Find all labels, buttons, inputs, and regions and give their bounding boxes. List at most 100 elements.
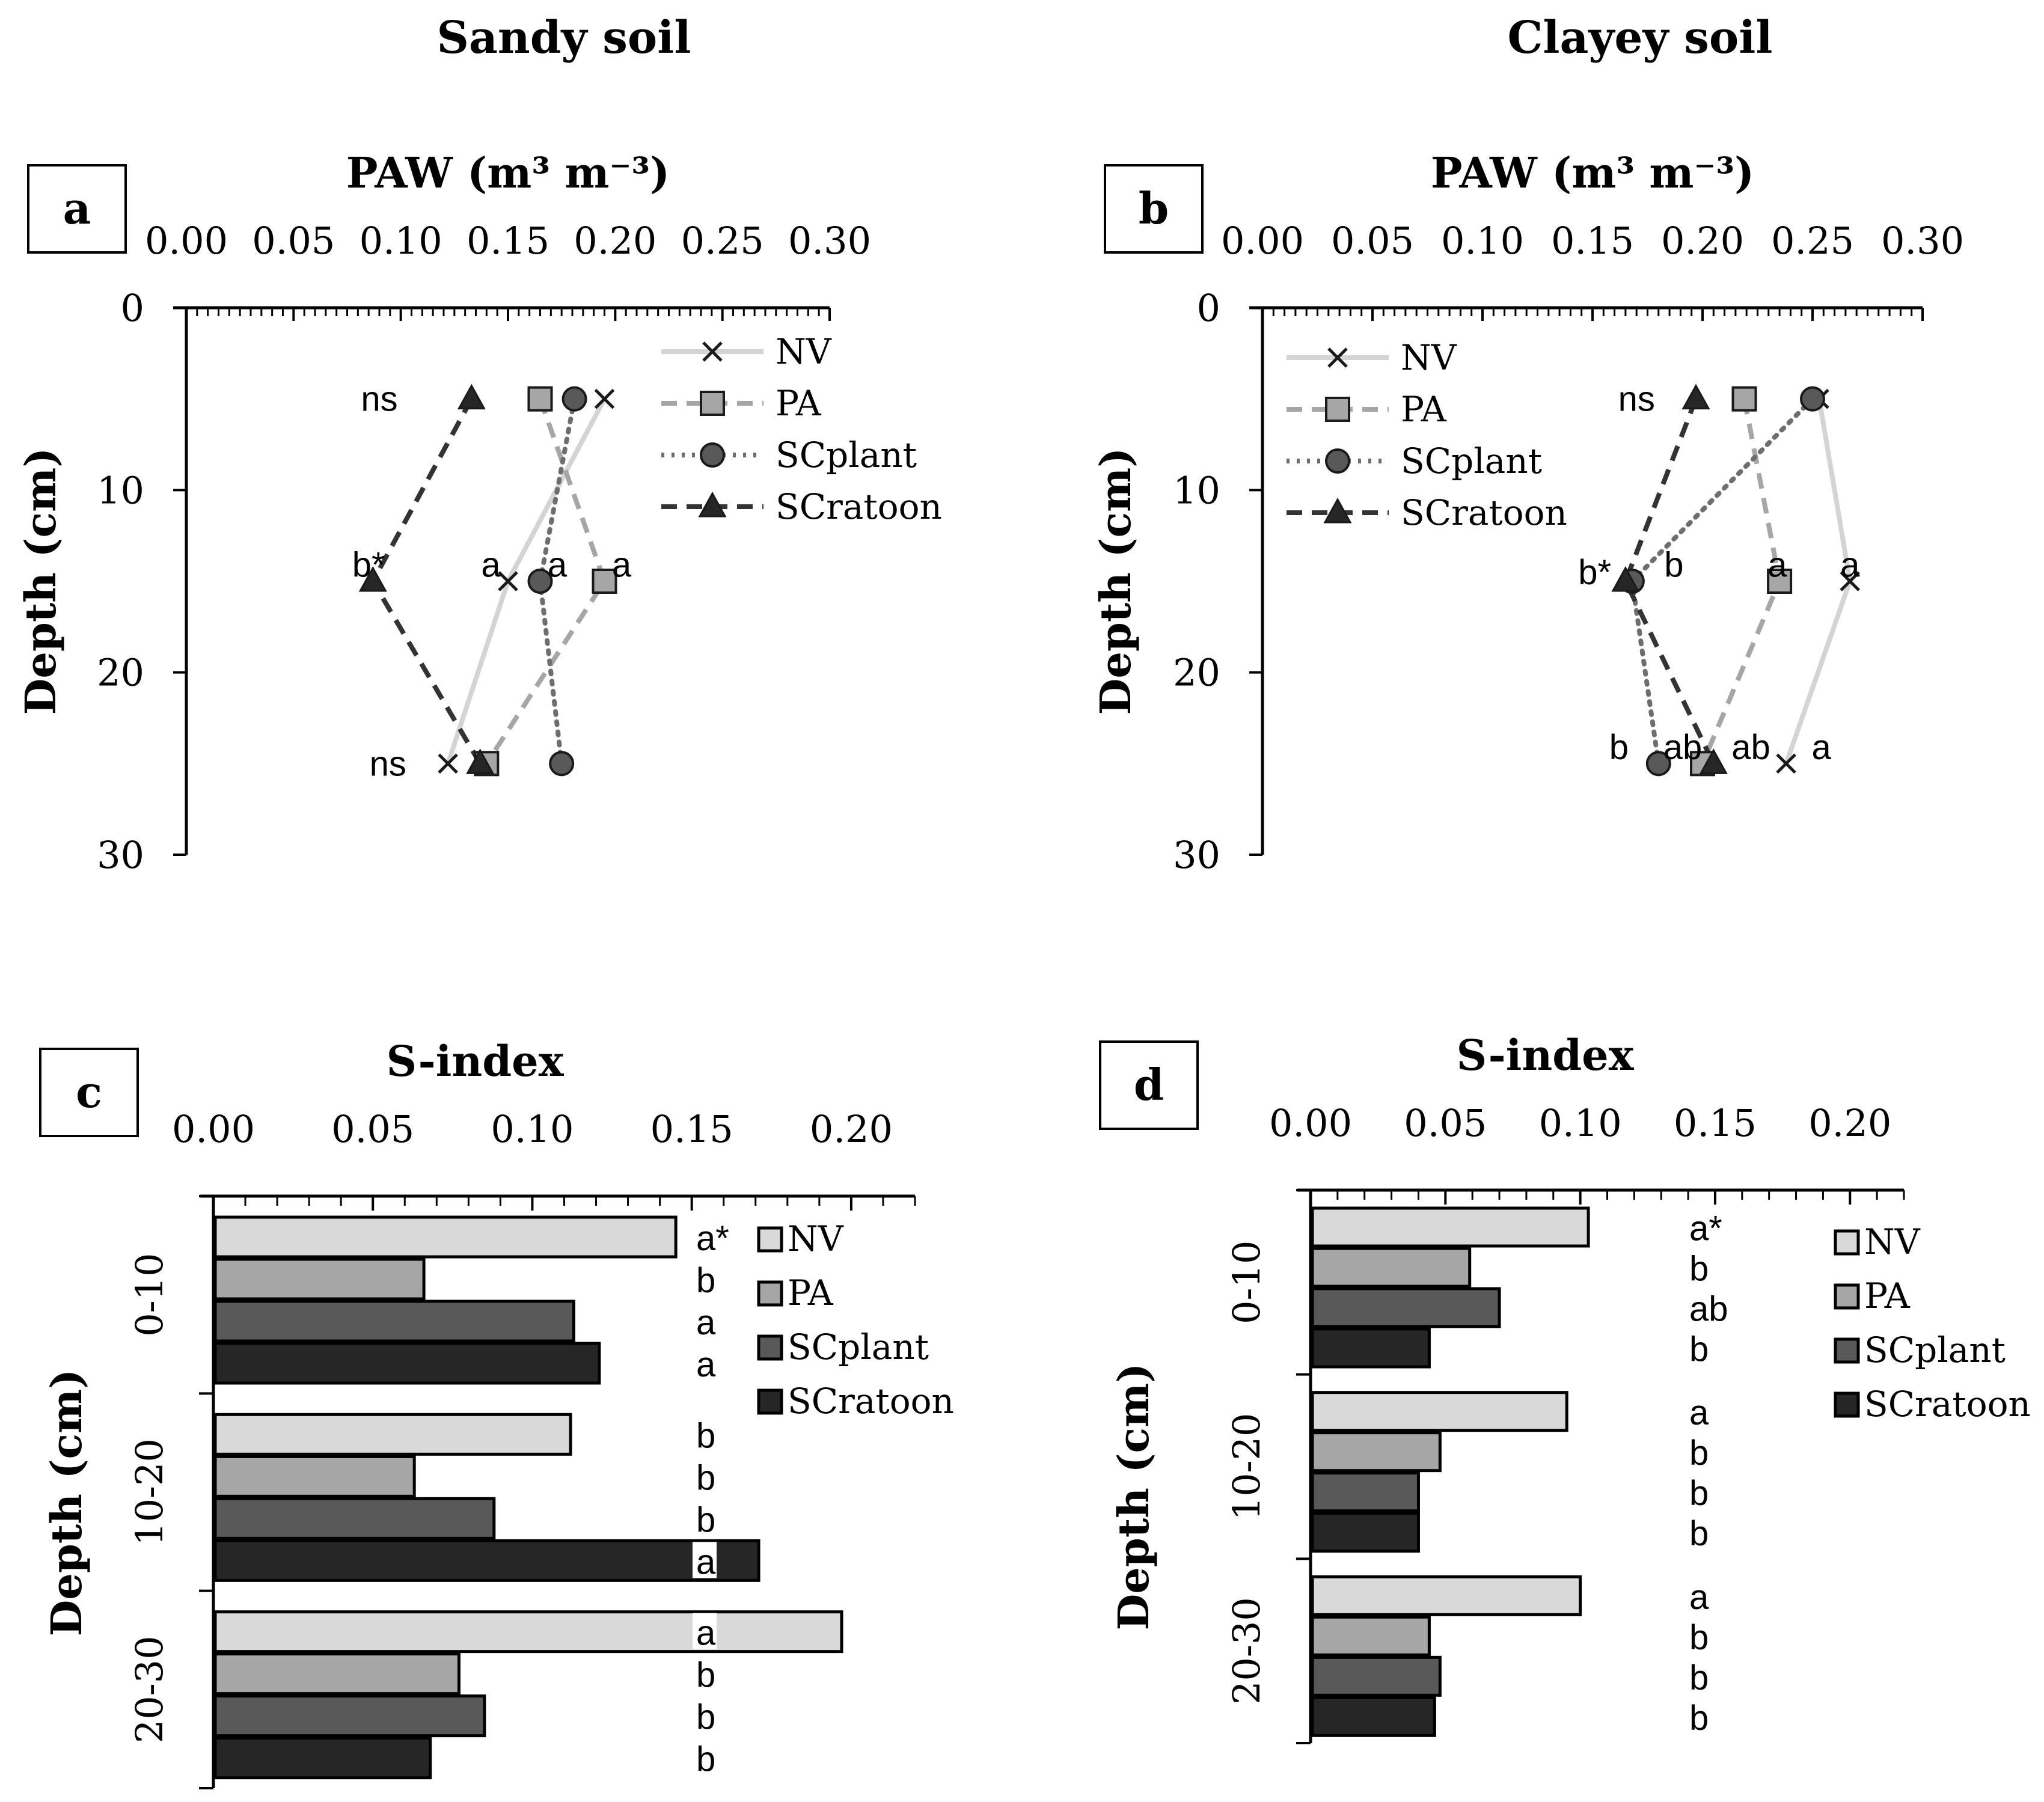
legend-label-PA: PA bbox=[1401, 389, 1447, 430]
x-tick-label: 0.15 bbox=[467, 219, 549, 263]
legend-label-NV: NV bbox=[788, 1218, 844, 1259]
marker-NV bbox=[1840, 571, 1860, 591]
y-category-label: 0-10 bbox=[1225, 1241, 1268, 1324]
significance-letter: b bbox=[696, 1656, 715, 1695]
y-category-label: 10-20 bbox=[1225, 1413, 1268, 1521]
panel-label-box bbox=[27, 164, 127, 254]
bar-PA bbox=[213, 1455, 416, 1498]
legend-label-SCplant: SCplant bbox=[776, 435, 917, 475]
bar-SCratoon bbox=[213, 1736, 432, 1780]
significance-letter: a bbox=[1812, 728, 1832, 767]
x-tick-label: 0.30 bbox=[1881, 219, 1964, 263]
x-tick-label: 0.05 bbox=[252, 219, 335, 263]
marker-SCratoon bbox=[466, 748, 495, 774]
marker-NV bbox=[438, 753, 458, 774]
legend-marker-SCratoon bbox=[1323, 497, 1352, 524]
legend-marker-PA bbox=[1325, 397, 1350, 422]
significance-letter: a bbox=[612, 546, 632, 585]
x-tick-label: 0.10 bbox=[491, 1107, 574, 1151]
y-tick-label: 10 bbox=[1173, 468, 1220, 512]
x-tick-label: 0.30 bbox=[788, 219, 871, 263]
legend-marker-PA bbox=[700, 391, 725, 416]
significance-letter: a bbox=[1689, 1393, 1709, 1432]
y-category-label: 10-20 bbox=[127, 1438, 171, 1546]
x-tick-label: 0.15 bbox=[1551, 219, 1634, 263]
x-tick-label: 0.20 bbox=[574, 219, 656, 263]
significance-letter: a bbox=[1840, 546, 1860, 585]
x-tick-label: 0.25 bbox=[681, 219, 764, 263]
significance-letter: b bbox=[696, 1500, 715, 1539]
significance-letter: a bbox=[696, 1303, 716, 1342]
significance-letter: ns bbox=[1618, 380, 1655, 419]
significance-letter: b bbox=[696, 1740, 715, 1779]
legend-marker-SCplant bbox=[1325, 448, 1350, 474]
marker-PA bbox=[527, 386, 553, 412]
significance-letter: b bbox=[1689, 1514, 1709, 1553]
significance-letter: a bbox=[696, 1614, 716, 1653]
bar-SCplant bbox=[213, 1497, 496, 1540]
significance-letter: b bbox=[1689, 1330, 1709, 1369]
bar-NV bbox=[213, 1215, 678, 1259]
marker-SCratoon bbox=[1681, 383, 1710, 410]
y-category-label: 20-30 bbox=[127, 1636, 171, 1743]
legend-swatch-PA bbox=[1834, 1283, 1860, 1310]
legend-label-SCratoon: SCratoon bbox=[1864, 1384, 2031, 1425]
bar-PA bbox=[1311, 1615, 1431, 1657]
letter-background bbox=[693, 1613, 717, 1649]
x-tick-label: 0.10 bbox=[1539, 1101, 1622, 1145]
legend-marker-NV bbox=[1327, 347, 1348, 368]
significance-letter: a* bbox=[696, 1219, 729, 1258]
significance-letter: ab bbox=[1663, 728, 1703, 767]
legend-swatch-NV bbox=[1834, 1229, 1860, 1256]
marker-NV bbox=[498, 571, 518, 591]
marker-NV bbox=[594, 388, 615, 409]
x-tick-label: 0.05 bbox=[1331, 219, 1414, 263]
x-tick-label: 0.15 bbox=[1674, 1101, 1757, 1145]
x-axis-label: PAW (m³ m⁻³) bbox=[1431, 148, 1754, 198]
y-tick-label: 20 bbox=[1173, 651, 1220, 695]
marker-SCratoon bbox=[457, 383, 486, 410]
legend-marker-SCratoon bbox=[698, 491, 727, 518]
bar-NV bbox=[1311, 1575, 1582, 1616]
bar-NV bbox=[1311, 1206, 1590, 1248]
legend-marker-SCplant bbox=[700, 442, 725, 468]
legend-label-SCplant: SCplant bbox=[788, 1327, 929, 1367]
significance-letter: b bbox=[1664, 546, 1683, 585]
marker-NV bbox=[1776, 753, 1796, 774]
panel-label: b bbox=[1139, 183, 1169, 234]
legend-swatch-SCplant bbox=[757, 1334, 783, 1361]
series-line-SCratoon bbox=[1623, 398, 1716, 765]
marker-SCratoon bbox=[358, 566, 387, 592]
y-axis-label: Depth (cm) bbox=[1109, 1363, 1158, 1631]
significance-letter: a bbox=[696, 1542, 716, 1581]
marker-SCplant bbox=[549, 751, 575, 777]
panel-label: a bbox=[63, 183, 91, 234]
series-line-NV bbox=[445, 397, 607, 765]
y-category-label: 20-30 bbox=[1225, 1597, 1268, 1705]
significance-letter: b bbox=[696, 1261, 715, 1300]
panel-label: c bbox=[76, 1066, 102, 1117]
column-title-clayey: Clayey soil bbox=[1507, 12, 1772, 64]
legend-marker-NV bbox=[702, 341, 723, 362]
significance-letter: b bbox=[1609, 728, 1629, 767]
y-axis-label: Depth (cm) bbox=[1091, 448, 1140, 715]
bar-NV bbox=[213, 1610, 843, 1654]
significance-letter: ab bbox=[1731, 728, 1770, 767]
significance-letter: b* bbox=[1578, 553, 1611, 592]
x-tick-label: 0.05 bbox=[331, 1107, 414, 1151]
x-tick-label: 0.00 bbox=[1269, 1101, 1352, 1145]
bar-SCplant bbox=[213, 1300, 575, 1343]
y-axis-label: Depth (cm) bbox=[41, 1369, 91, 1637]
x-tick-label: 0.10 bbox=[360, 219, 442, 263]
legend-label-SCratoon: SCratoon bbox=[1401, 492, 1567, 533]
panel-b: b PAW (m³ m⁻³) 0.00 0.05 0.10 0.15 0.20 0.25 0.3… bbox=[1091, 148, 1964, 877]
panel-a: a PAW (m³ m⁻³) 0.00 0.05 0.10 0.15 0.20 0.25 0.3… bbox=[16, 148, 942, 877]
significance-letter: a bbox=[548, 546, 568, 585]
legend-swatch-SCplant bbox=[1834, 1337, 1860, 1364]
significance-letter: ab bbox=[1689, 1290, 1728, 1329]
x-tick-label: 0.20 bbox=[1661, 219, 1744, 263]
legend-swatch-NV bbox=[757, 1226, 783, 1253]
legend-label-SCplant: SCplant bbox=[1401, 441, 1542, 481]
bar-PA bbox=[1311, 1247, 1472, 1288]
